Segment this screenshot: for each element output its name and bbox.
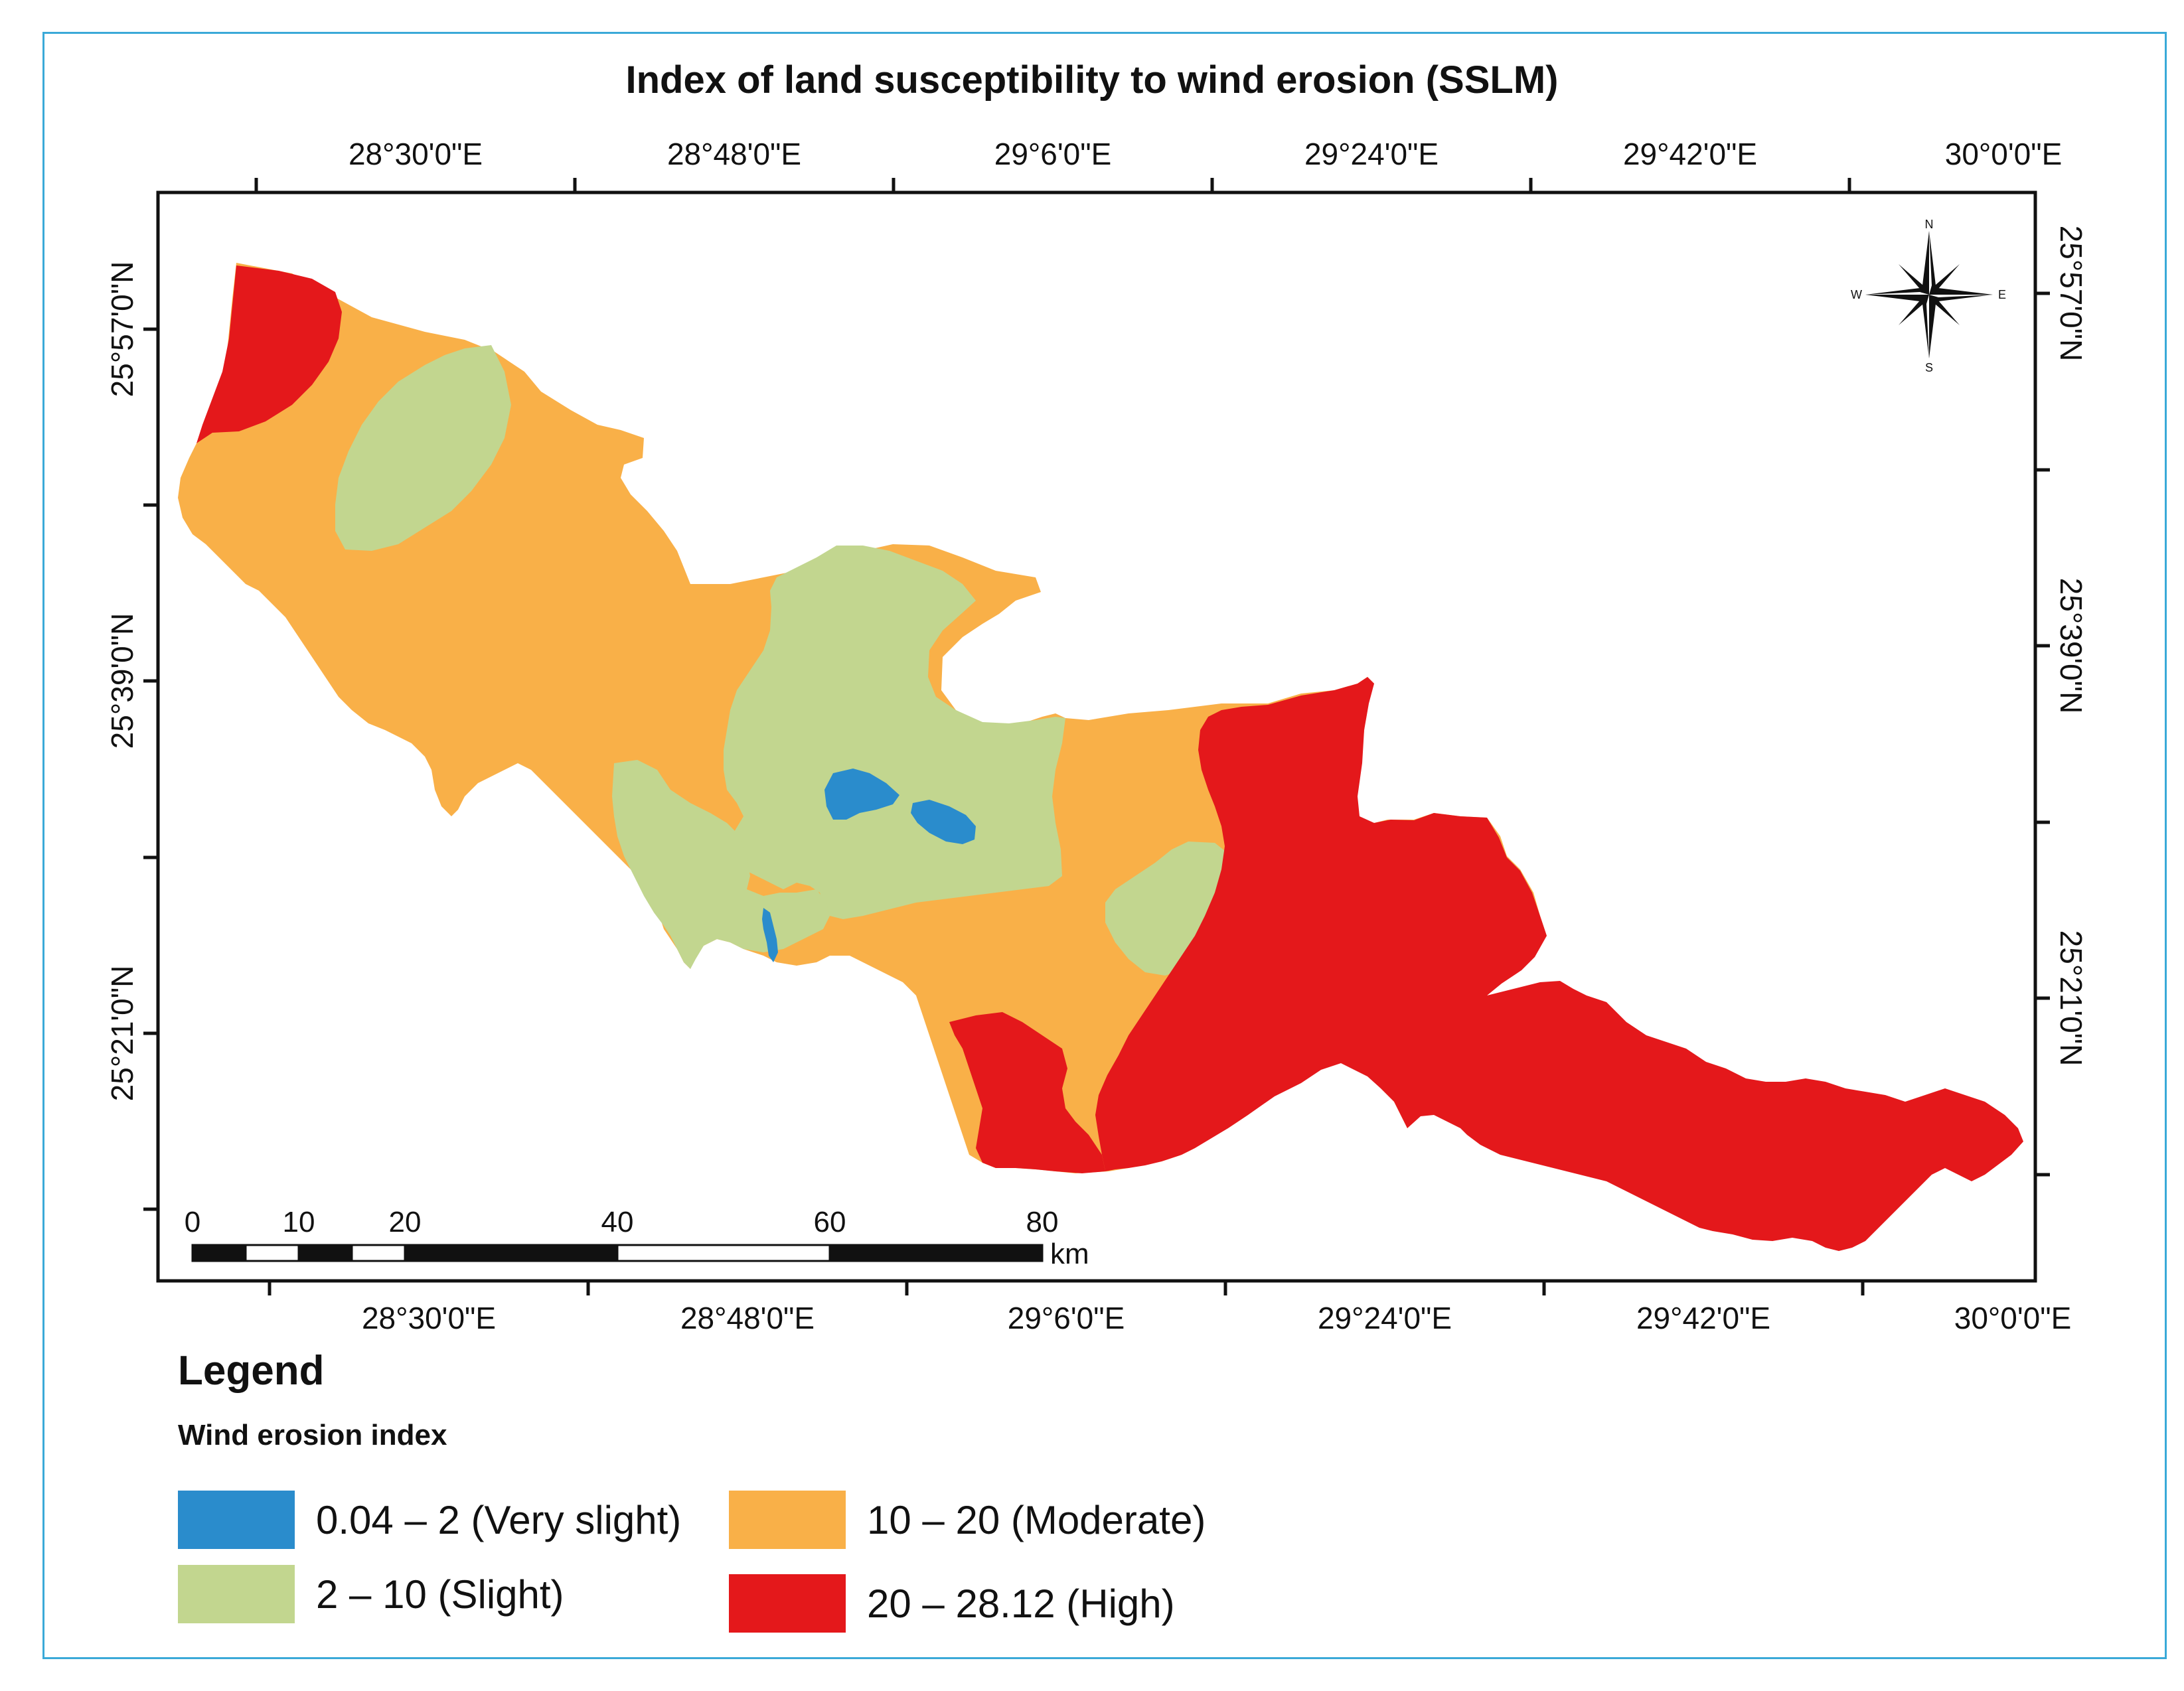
compass-highlight — [1929, 295, 1993, 297]
region-slight — [612, 760, 830, 969]
top-lon-label: 30°0'0"E — [1945, 137, 2063, 171]
bottom-lon-label: 28°30'0"E — [362, 1301, 496, 1335]
compass-label-n: N — [1925, 218, 1934, 231]
right-lat-label: 25°39'0"N — [2054, 578, 2088, 714]
top-longitude-labels: 28°30'0"E 28°48'0"E 29°6'0"E 29°24'0"E 2… — [349, 137, 2062, 171]
compass-highlight — [1926, 295, 1929, 358]
region-high — [196, 265, 342, 443]
region-slight — [335, 345, 511, 551]
scale-seg — [297, 1244, 353, 1262]
scale-seg — [191, 1244, 247, 1262]
top-tick-marks — [254, 178, 1851, 192]
legend-label: 0.04 – 2 (Very slight) — [316, 1497, 682, 1542]
legend-item-high: 20 – 28.12 (High) — [729, 1574, 1175, 1633]
legend-label: 2 – 10 (Slight) — [316, 1572, 564, 1617]
scale-tick-label: 0 — [185, 1206, 200, 1238]
legend-item-moderate: 10 – 20 (Moderate) — [729, 1491, 1206, 1549]
compass-diag-sw — [1899, 295, 1929, 325]
region-very-slight — [762, 908, 778, 962]
legend-title: Legend — [178, 1348, 325, 1394]
scale-tick-label: 80 — [1026, 1206, 1059, 1238]
scale-bar: 0 10 20 40 60 80 km — [185, 1206, 1089, 1270]
legend-item-very-slight: 0.04 – 2 (Very slight) — [178, 1491, 681, 1549]
scale-seg — [404, 1244, 619, 1262]
scale-unit: km — [1050, 1238, 1089, 1270]
legend-swatch — [178, 1565, 295, 1623]
scale-tick-label: 10 — [283, 1206, 315, 1238]
legend-swatch — [729, 1574, 846, 1633]
scale-seg — [828, 1244, 1044, 1262]
bottom-lon-label: 29°42'0"E — [1636, 1301, 1770, 1335]
region-slight — [724, 546, 1065, 919]
bottom-lon-label: 30°0'0"E — [1954, 1301, 2072, 1335]
compass-highlight — [1929, 231, 1932, 295]
compass-highlight — [1865, 292, 1929, 295]
legend-item-slight: 2 – 10 (Slight) — [178, 1565, 564, 1623]
top-lon-label: 28°48'0"E — [667, 137, 801, 171]
bottom-tick-marks — [268, 1281, 1865, 1295]
map-frame — [156, 190, 2037, 1283]
compass-diag-se — [1929, 295, 1960, 325]
region-very-slight — [911, 800, 976, 844]
top-lon-label: 29°42'0"E — [1623, 137, 1757, 171]
compass-label-w: W — [1851, 288, 1862, 301]
right-lat-label: 25°21'0"N — [2054, 930, 2088, 1066]
bottom-lon-label: 28°48'0"E — [680, 1301, 815, 1335]
right-lat-label: 25°57'0"N — [2054, 226, 2088, 362]
left-lat-label: 25°57'0"N — [105, 261, 139, 398]
region-very-slight — [824, 769, 899, 820]
scale-tick-label: 20 — [389, 1206, 422, 1238]
scale-tick-label: 40 — [601, 1206, 634, 1238]
left-tick-marks — [143, 327, 158, 1211]
legend-swatch — [178, 1491, 295, 1549]
top-lon-label: 29°6'0"E — [994, 137, 1112, 171]
scale-seg — [351, 1244, 406, 1262]
legend-label: 10 – 20 (Moderate) — [867, 1497, 1206, 1542]
bottom-lon-label: 29°6'0"E — [1008, 1301, 1125, 1335]
right-latitude-labels: 25°57'0"N 25°39'0"N 25°21'0"N — [2054, 226, 2088, 1066]
right-tick-marks — [2035, 291, 2050, 1177]
compass-label-s: S — [1925, 361, 1933, 374]
legend-swatch — [729, 1491, 846, 1549]
region-high — [949, 1012, 1105, 1173]
scale-tick-label: 60 — [814, 1206, 846, 1238]
scale-seg — [616, 1244, 831, 1262]
map-title: Index of land susceptibility to wind ero… — [626, 58, 1559, 102]
compass-diag-nw — [1899, 264, 1929, 295]
left-lat-label: 25°39'0"N — [105, 613, 139, 749]
legend-subtitle: Wind erosion index — [178, 1419, 447, 1451]
compass-diag-ne — [1929, 264, 1960, 295]
left-latitude-labels: 25°57'0"N 25°39'0"N 25°21'0"N — [105, 261, 139, 1102]
bottom-lon-label: 29°24'0"E — [1318, 1301, 1452, 1335]
legend-label: 20 – 28.12 (High) — [867, 1581, 1175, 1626]
figure-frame — [42, 32, 2167, 1659]
scale-seg — [244, 1244, 300, 1262]
top-lon-label: 28°30'0"E — [349, 137, 483, 171]
left-lat-label: 25°21'0"N — [105, 966, 139, 1102]
compass-label-e: E — [1998, 288, 2006, 301]
bottom-longitude-labels: 28°30'0"E 28°48'0"E 29°6'0"E 29°24'0"E 2… — [362, 1301, 2071, 1335]
region-high — [1095, 677, 2023, 1251]
north-arrow: N S E W — [1851, 218, 2006, 374]
top-lon-label: 29°24'0"E — [1304, 137, 1439, 171]
